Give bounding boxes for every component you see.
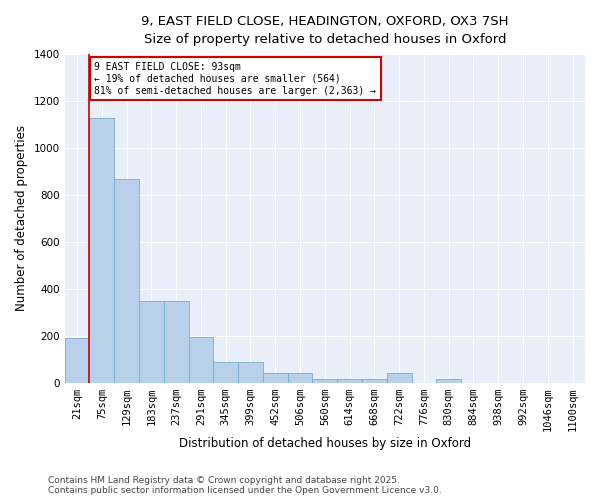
Bar <box>89 118 114 383</box>
Bar <box>287 374 313 383</box>
Bar <box>238 362 263 383</box>
Bar <box>313 380 337 383</box>
X-axis label: Distribution of detached houses by size in Oxford: Distribution of detached houses by size … <box>179 437 471 450</box>
Bar <box>139 300 164 383</box>
Bar <box>263 374 287 383</box>
Bar <box>337 380 362 383</box>
Bar <box>114 178 139 383</box>
Bar <box>362 380 387 383</box>
Bar <box>188 337 214 383</box>
Bar <box>164 300 188 383</box>
Y-axis label: Number of detached properties: Number of detached properties <box>15 126 28 312</box>
Text: Contains HM Land Registry data © Crown copyright and database right 2025.
Contai: Contains HM Land Registry data © Crown c… <box>48 476 442 495</box>
Bar <box>65 338 89 383</box>
Title: 9, EAST FIELD CLOSE, HEADINGTON, OXFORD, OX3 7SH
Size of property relative to de: 9, EAST FIELD CLOSE, HEADINGTON, OXFORD,… <box>141 15 509 46</box>
Text: 9 EAST FIELD CLOSE: 93sqm
← 19% of detached houses are smaller (564)
81% of semi: 9 EAST FIELD CLOSE: 93sqm ← 19% of detac… <box>94 62 376 96</box>
Bar <box>214 362 238 383</box>
Bar <box>387 374 412 383</box>
Bar <box>436 380 461 383</box>
